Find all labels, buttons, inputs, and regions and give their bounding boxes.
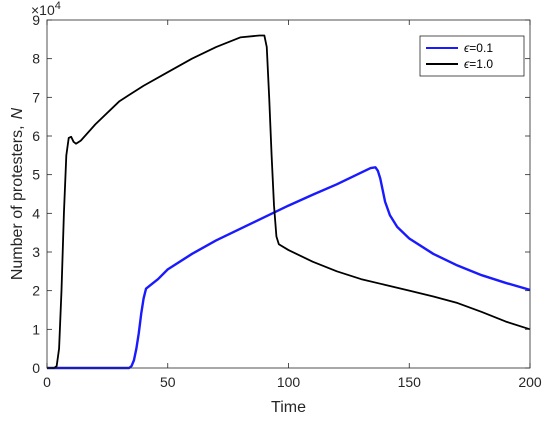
legend-entry-series-1: ϵ=1.0 [464,57,493,71]
x-tick-label-0: 0 [43,374,51,390]
legend-symbol-series-1: ϵ [464,57,470,71]
series-line-1 [47,34,531,369]
y-tick-label-5: 5 [32,167,40,183]
legend-value-series-0: =0.1 [469,41,493,55]
y-axis-label: Number of protesters, N [9,107,26,280]
y-tick-label-3: 3 [32,244,40,260]
x-tick-label-3: 150 [398,374,422,390]
y-axis-multiplier: ×104 [31,0,61,18]
axes-background [47,20,530,368]
x-axis-label: Time [271,399,306,416]
y-tick-label-4: 4 [32,205,40,221]
y-tick-label-8: 8 [32,51,40,67]
y-tick-label-9: 9 [32,12,40,28]
y-tick-label-0: 0 [32,360,40,376]
y-tick-label-1: 1 [32,321,40,337]
y-tick-label-7: 7 [32,89,40,105]
x-tick-label-2: 100 [277,374,301,390]
x-tick-label-1: 50 [160,374,176,390]
legend-box [419,35,525,77]
ticks-group: 0 50 100 150 200 0 1 2 3 4 5 6 7 8 9 [32,12,542,390]
plot-area [47,20,530,368]
legend-entry-series-0: ϵ=0.1 [464,41,493,55]
y-axis-label-text: Number of protesters, [9,125,26,280]
legend: ϵ=0.1 ϵ=1.0 [419,35,525,77]
y-axis-label-symbol: N [9,107,26,119]
series-group [47,34,531,370]
x-tick-label-4: 200 [518,374,542,390]
series-line-0 [47,166,531,370]
y-axis-multiplier-exponent: 4 [55,0,61,12]
legend-value-series-1: =1.0 [469,57,493,71]
legend-symbol-series-0: ϵ [464,41,470,55]
y-axis-multiplier-base: ×10 [31,2,55,18]
y-tick-label-2: 2 [32,283,40,299]
y-tick-label-6: 6 [32,128,40,144]
